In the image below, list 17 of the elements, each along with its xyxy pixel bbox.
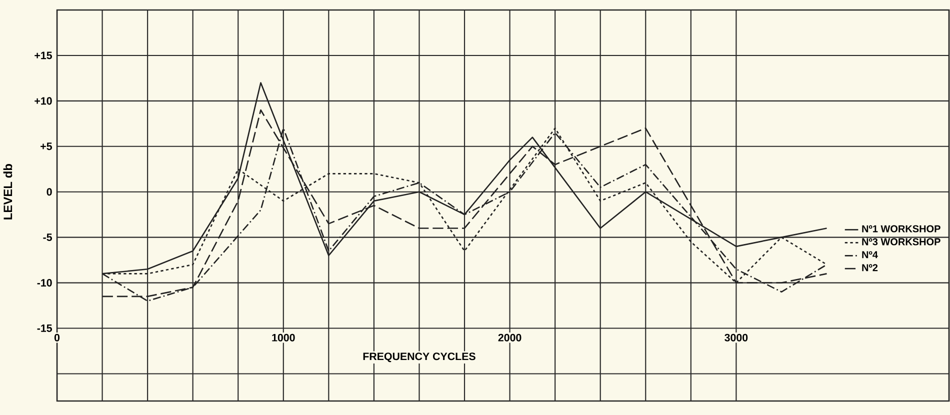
legend-label: Nº4	[862, 251, 878, 258]
y-tick-label: -15	[37, 324, 52, 332]
y-tick-label: -10	[37, 279, 52, 287]
y-tick-label: 0	[46, 188, 52, 196]
y-tick-label: -5	[43, 234, 52, 242]
y-tick-label: +10	[34, 97, 52, 105]
x-tick-label: 1000	[272, 334, 295, 342]
y-tick-label: +5	[40, 142, 52, 150]
legend-label: Nº3 WORKSHOP	[862, 238, 940, 246]
legend-label: Nº1 WORKSHOP	[862, 225, 940, 232]
legend-label: Nº2	[862, 264, 878, 272]
x-tick-label: 0	[54, 334, 60, 342]
y-tick-label: +15	[34, 52, 52, 60]
y-axis-title: LEVEL db	[3, 164, 12, 220]
x-axis-title: FREQUENCY CYCLES	[363, 352, 476, 362]
x-tick-label: 3000	[724, 334, 748, 342]
x-tick-label: 2000	[498, 334, 522, 342]
